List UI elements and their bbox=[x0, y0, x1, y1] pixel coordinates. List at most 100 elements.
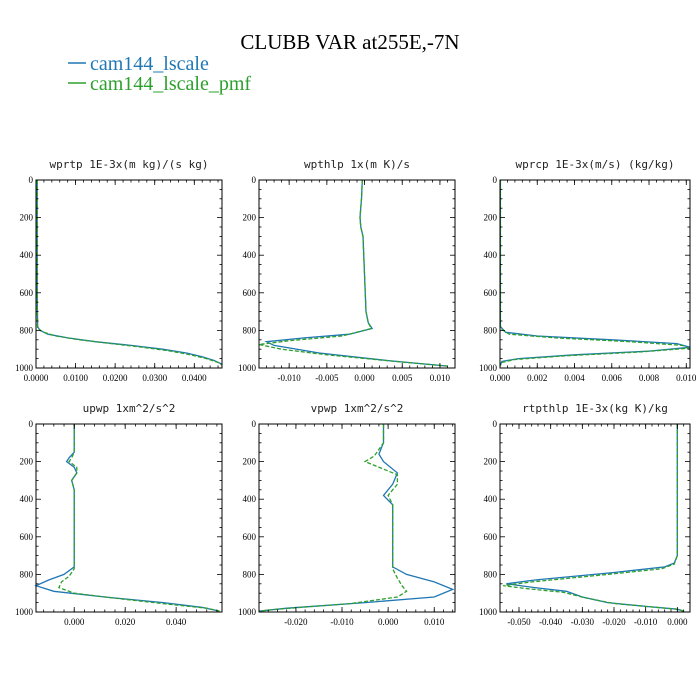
x-tick-label: 0.0200 bbox=[103, 373, 128, 383]
x-tick-label: 0.000 bbox=[378, 617, 399, 627]
y-tick-label: 600 bbox=[20, 532, 34, 542]
x-tick-label: 0.0300 bbox=[142, 373, 167, 383]
y-tick-label: 0 bbox=[493, 419, 498, 429]
series-line-cam144-lscale-pmf bbox=[36, 180, 223, 366]
plot-frame bbox=[258, 423, 456, 613]
y-tick-label: 200 bbox=[20, 213, 34, 223]
x-tick-label: -0.010 bbox=[278, 373, 302, 383]
x-tick-label: -0.040 bbox=[539, 617, 563, 627]
y-tick-label: 600 bbox=[243, 288, 257, 298]
y-tick-label: 800 bbox=[20, 569, 34, 579]
x-tick-label: 0.010 bbox=[676, 373, 697, 383]
legend-label-cam144-lscale: cam144_lscale bbox=[90, 53, 209, 75]
panel-4: upwp 1xm^2/s^2 0 200 400 600 800 1000 0.000 0.02… bbox=[15, 402, 223, 627]
y-tick-label: 1000 bbox=[238, 607, 257, 617]
plot-frame bbox=[499, 423, 691, 613]
x-tick-label: -0.005 bbox=[315, 373, 339, 383]
x-tick-label: -0.050 bbox=[507, 617, 531, 627]
legend: cam144_lscale cam144_lscale_pmf bbox=[68, 53, 251, 95]
x-tick-label: -0.010 bbox=[634, 617, 658, 627]
y-tick-label: 1000 bbox=[479, 607, 498, 617]
panel-6: rtpthlp 1E-3x(kg K)/kg02004006008001000-… bbox=[479, 402, 691, 627]
panel-title: vpwp 1xm^2/s^2 bbox=[311, 402, 404, 415]
y-tick-label: 800 bbox=[243, 569, 257, 579]
x-tick-label: 0.000 bbox=[354, 373, 375, 383]
x-tick-label: 0.0000 bbox=[24, 373, 49, 383]
y-tick-label: 400 bbox=[20, 494, 34, 504]
panel-title: upwp 1xm^2/s^2 bbox=[83, 402, 176, 415]
x-tick-label: 0.0400 bbox=[182, 373, 207, 383]
y-tick-label: 200 bbox=[484, 457, 498, 467]
y-tick-label: 400 bbox=[20, 250, 34, 260]
y-tick-label: 1000 bbox=[15, 363, 34, 373]
series-line-cam144-lscale-pmf bbox=[258, 424, 408, 612]
y-tick-label: 1000 bbox=[15, 607, 34, 617]
series-line-cam144-lscale bbox=[499, 180, 691, 367]
y-tick-label: 0 bbox=[252, 419, 257, 429]
y-tick-label: 1000 bbox=[238, 363, 257, 373]
series-line-cam144-lscale-pmf bbox=[499, 180, 691, 367]
series-line-cam144-lscale bbox=[34, 424, 220, 612]
panel-1: wprtp 1E-3x(m kg)/(s kg) 0 200 400 600 800 100… bbox=[15, 158, 223, 383]
y-tick-label: 400 bbox=[243, 250, 257, 260]
y-tick-label: 0 bbox=[29, 419, 34, 429]
y-tick-label: 600 bbox=[484, 532, 498, 542]
panel-2: wpthlp 1x(m K)/s 0 200 400 600 800 1000 -0.010 -… bbox=[238, 158, 456, 383]
y-tick-label: 600 bbox=[484, 288, 498, 298]
x-tick-label: -0.010 bbox=[330, 617, 354, 627]
x-tick-label: 0.040 bbox=[166, 617, 187, 627]
series-line-cam144-lscale bbox=[258, 424, 455, 612]
y-tick-label: 200 bbox=[243, 213, 257, 223]
y-tick-label: 800 bbox=[20, 325, 34, 335]
y-tick-label: 0 bbox=[493, 175, 498, 185]
series-line-cam144-lscale bbox=[264, 179, 448, 367]
panel-title: wprtp 1E-3x(m kg)/(s kg) bbox=[50, 158, 209, 171]
y-tick-label: 600 bbox=[243, 532, 257, 542]
y-tick-label: 400 bbox=[484, 250, 498, 260]
series-line-cam144-lscale bbox=[36, 180, 223, 365]
figure-title: CLUBB VAR at255E,-7N bbox=[240, 30, 459, 54]
x-tick-label: -0.020 bbox=[602, 617, 626, 627]
y-tick-label: 800 bbox=[484, 325, 498, 335]
panel-3: wprcp 1E-3x(m/s) (kg/kg) 0 200 400 600 800 100… bbox=[479, 158, 697, 383]
series-line-cam144-lscale-pmf bbox=[58, 424, 220, 612]
y-tick-label: 400 bbox=[484, 494, 498, 504]
y-tick-label: 200 bbox=[484, 213, 498, 223]
x-tick-label: 0.005 bbox=[392, 373, 413, 383]
y-tick-label: 800 bbox=[243, 325, 257, 335]
plot-frame bbox=[499, 179, 691, 369]
x-tick-label: 0.002 bbox=[527, 373, 547, 383]
x-tick-label: 0.0100 bbox=[63, 373, 88, 383]
plot-frame bbox=[35, 179, 223, 369]
x-tick-label: 0.000 bbox=[490, 373, 511, 383]
x-tick-label: 0.010 bbox=[424, 617, 445, 627]
panel-5: vpwp 1xm^2/s^2 0 200 400 600 800 1000 -0.020 -0.… bbox=[238, 402, 456, 627]
series-line-cam144-lscale-pmf bbox=[258, 179, 448, 367]
plot-frame bbox=[35, 423, 223, 613]
series-line-cam144-lscale bbox=[506, 424, 684, 612]
x-tick-label: 0.020 bbox=[115, 617, 136, 627]
x-tick-label: 0.004 bbox=[564, 373, 585, 383]
y-tick-label: 200 bbox=[20, 457, 34, 467]
y-tick-label: 1000 bbox=[479, 363, 498, 373]
y-tick-label: 400 bbox=[243, 494, 257, 504]
series-line-cam144-lscale-pmf bbox=[503, 424, 684, 612]
panel-title: wprcp 1E-3x(m/s) (kg/kg) bbox=[516, 158, 675, 171]
x-tick-label: 0.010 bbox=[430, 373, 451, 383]
panel-title: wpthlp 1x(m K)/s bbox=[304, 158, 410, 171]
x-tick-label: -0.030 bbox=[571, 617, 595, 627]
y-tick-label: 800 bbox=[484, 569, 498, 579]
y-tick-label: 0 bbox=[29, 175, 34, 185]
x-tick-label: 0.006 bbox=[602, 373, 623, 383]
panels: wprtp 1E-3x(m kg)/(s kg) 0 200 400 600 800 100… bbox=[15, 158, 697, 627]
y-tick-label: 0 bbox=[252, 175, 257, 185]
x-tick-label: -0.020 bbox=[284, 617, 308, 627]
x-tick-label: 0.008 bbox=[639, 373, 660, 383]
x-tick-label: 0.000 bbox=[64, 617, 85, 627]
y-tick-label: 200 bbox=[243, 457, 257, 467]
legend-label-cam144-lscale-pmf: cam144_lscale_pmf bbox=[90, 73, 251, 95]
y-tick-label: 600 bbox=[20, 288, 34, 298]
x-tick-label: 0.000 bbox=[667, 617, 688, 627]
panel-title: rtpthlp 1E-3x(kg K)/kg bbox=[522, 402, 668, 415]
